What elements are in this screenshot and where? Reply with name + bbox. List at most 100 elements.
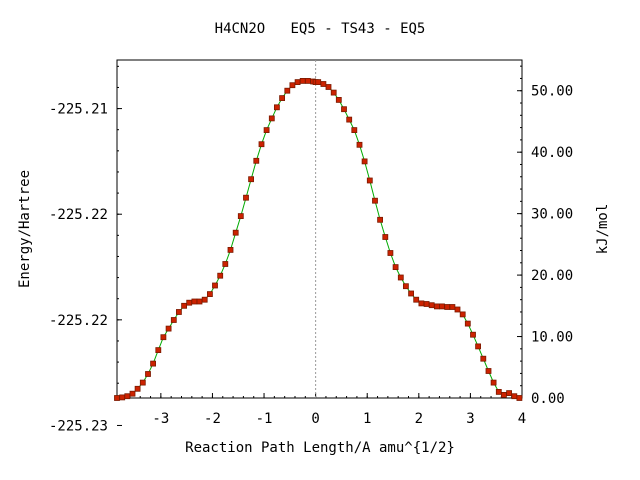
x-tick-label: -3 [152, 411, 169, 427]
x-tick-label: 3 [466, 411, 474, 427]
data-point [433, 303, 440, 310]
data-point [243, 194, 249, 201]
x-tick-label: 4 [518, 411, 526, 427]
data-point [351, 127, 358, 133]
x-tick-label: -2 [204, 411, 221, 427]
data-point [439, 303, 445, 310]
data-point [294, 79, 301, 85]
data-point [263, 127, 270, 133]
data-point [145, 371, 151, 377]
data-point [449, 304, 456, 310]
data-point [160, 334, 167, 341]
data-point [299, 78, 306, 84]
data-point [139, 379, 146, 386]
data-point [155, 347, 162, 354]
data-point [289, 82, 296, 89]
plot-frame [116, 59, 523, 399]
data-point [500, 391, 507, 398]
data-point [366, 177, 373, 184]
data-point [186, 299, 193, 306]
data-point [232, 229, 239, 236]
data-point [454, 306, 461, 313]
data-point [217, 272, 224, 279]
data-point [444, 304, 451, 310]
data-point [206, 291, 213, 298]
y-axis-label: Energy/Hartree [17, 170, 33, 288]
data-point [392, 264, 399, 271]
data-point [165, 325, 172, 332]
x-tick-label: -1 [256, 411, 273, 427]
data-point [212, 282, 218, 289]
y2-tick-label: 50.00 [531, 84, 573, 100]
y-axis-ticks: -225.21 -225.22 -225.22 -225.23 [49, 65, 122, 434]
data-point [387, 250, 394, 256]
data-point [119, 394, 126, 401]
data-point [490, 379, 497, 386]
data-point [114, 395, 120, 401]
data-point [279, 95, 286, 101]
x-tick-label: 1 [363, 411, 371, 427]
x-tick-label: 0 [311, 411, 319, 427]
data-point [372, 197, 378, 204]
y2-tick-label: 20.00 [531, 268, 573, 284]
data-point [475, 343, 482, 350]
y2-tick-label: 30.00 [531, 207, 573, 223]
data-point [320, 81, 327, 87]
data-point [423, 301, 430, 307]
data-point [516, 395, 523, 401]
data-point [470, 331, 476, 338]
data-point [346, 116, 353, 123]
y2-tick-label: 0.00 [531, 391, 565, 407]
data-point [408, 290, 415, 297]
data-point [335, 97, 342, 103]
data-point [304, 78, 311, 84]
data-point [377, 216, 384, 223]
data-point [170, 317, 177, 323]
y2-tick-label: 40.00 [531, 145, 573, 161]
data-point [150, 360, 157, 367]
data-point [134, 385, 141, 392]
data-point [129, 390, 136, 397]
y2-axis-label: kJ/mol [595, 204, 611, 255]
y2-tick-label: 10.00 [531, 330, 573, 346]
y-tick-label: -225.21 [49, 102, 108, 118]
data-point [325, 84, 332, 90]
data-point [175, 309, 182, 315]
data-point [418, 300, 425, 307]
data-point [201, 296, 208, 303]
x-tick-label: 2 [415, 411, 423, 427]
data-point [253, 157, 260, 164]
data-point [356, 141, 363, 148]
data-point [506, 390, 513, 397]
data-point [248, 176, 255, 183]
data-point [511, 393, 518, 400]
series-line [116, 80, 520, 399]
data-point [402, 283, 409, 290]
data-point [361, 158, 368, 165]
data-point [222, 261, 229, 267]
data-point [237, 213, 244, 220]
y-tick-label: -225.23 [49, 418, 108, 434]
y-tick-label: -225.22 [49, 313, 108, 329]
data-point [124, 393, 131, 400]
data-point [413, 296, 420, 303]
data-point [428, 302, 435, 309]
data-point [191, 298, 198, 305]
data-point [341, 106, 347, 113]
x-axis-label: Reaction Path Length/A amu^{1/2} [185, 440, 455, 456]
data-point [495, 388, 502, 395]
data-point [284, 87, 291, 94]
y-tick-label: -225.22 [49, 207, 108, 223]
series-layer [114, 78, 523, 401]
data-point [315, 79, 322, 85]
data-point [459, 311, 466, 318]
data-point [397, 274, 404, 281]
data-point [485, 368, 492, 374]
data-point [464, 320, 471, 327]
data-point [181, 302, 188, 309]
data-point [268, 115, 275, 122]
data-point [196, 298, 203, 305]
data-point [480, 355, 487, 362]
x-axis-ticks: -3 -2 -1 0 1 2 3 4 [119, 393, 526, 427]
